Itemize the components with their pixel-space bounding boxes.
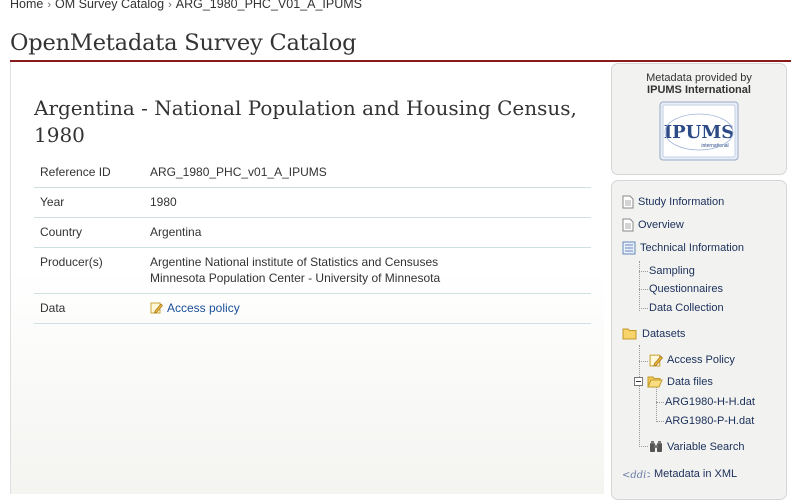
breadcrumb-home[interactable]: Home bbox=[10, 0, 44, 11]
nav-metadata-xml[interactable]: <ddi> Metadata in XML bbox=[622, 468, 737, 480]
tree-line bbox=[639, 261, 640, 311]
header-divider bbox=[10, 60, 791, 62]
collapse-icon[interactable] bbox=[634, 377, 643, 386]
tree-line bbox=[656, 387, 657, 422]
study-info-table: Reference ID ARG_1980_PHC_v01_A_IPUMS Ye… bbox=[34, 158, 591, 324]
table-row: Reference ID ARG_1980_PHC_v01_A_IPUMS bbox=[34, 158, 591, 188]
xml-ddi-icon: <ddi> bbox=[622, 470, 650, 480]
provider-name[interactable]: IPUMS International bbox=[647, 84, 751, 96]
document-icon bbox=[622, 195, 634, 209]
year-label: Year bbox=[34, 187, 144, 218]
logo-text: IPUMS bbox=[664, 122, 735, 143]
access-policy-icon bbox=[150, 302, 163, 314]
nav-label: Data files bbox=[667, 375, 713, 388]
nav-label: ARG1980-H-H.dat bbox=[665, 396, 755, 408]
nav-label: Technical Information bbox=[640, 242, 744, 254]
country-label: Country bbox=[34, 217, 144, 248]
nav-file-p[interactable]: ARG1980-P-H.dat bbox=[665, 415, 754, 427]
producer-1: Argentine National institute of Statisti… bbox=[150, 255, 439, 269]
site-title[interactable]: OpenMetadata Survey Catalog bbox=[10, 30, 357, 56]
nav-sampling[interactable]: Sampling bbox=[649, 265, 695, 277]
nav-technical-information[interactable]: Technical Information bbox=[622, 241, 744, 255]
access-policy-icon bbox=[649, 354, 663, 367]
nav-label: Datasets bbox=[642, 327, 686, 340]
data-label: Data bbox=[34, 293, 144, 324]
nav-label: ARG1980-P-H.dat bbox=[665, 415, 755, 427]
year-value: 1980 bbox=[144, 187, 591, 218]
producers-value: Argentine National institute of Statisti… bbox=[144, 247, 591, 294]
nav-label: Variable Search bbox=[667, 440, 745, 453]
nav-file-h[interactable]: ARG1980-H-H.dat bbox=[665, 396, 755, 408]
nav-data-files[interactable]: Data files bbox=[634, 375, 713, 388]
document-icon bbox=[622, 218, 634, 232]
table-row: Year 1980 bbox=[34, 187, 591, 218]
ipums-logo[interactable]: IPUMS international bbox=[659, 101, 739, 161]
svg-text:<ddi>: <ddi> bbox=[622, 470, 650, 480]
nav-label: Study Information bbox=[638, 196, 725, 208]
folder-icon bbox=[622, 328, 637, 340]
breadcrumb-separator: › bbox=[168, 0, 172, 11]
nav-label: Metadata in XML bbox=[654, 468, 738, 480]
tree-line bbox=[639, 289, 648, 290]
tree-line bbox=[656, 421, 664, 422]
nav-label: Data Collection bbox=[649, 302, 724, 314]
nav-datasets[interactable]: Datasets bbox=[622, 327, 685, 340]
nav-questionnaires[interactable]: Questionnaires bbox=[649, 283, 723, 295]
binoculars-icon bbox=[650, 441, 662, 452]
nav-access-policy[interactable]: Access Policy bbox=[649, 353, 735, 367]
table-row: Producer(s) Argentine National institute… bbox=[34, 247, 591, 294]
nav-label: Sampling bbox=[649, 265, 695, 277]
tree-line bbox=[639, 345, 640, 447]
breadcrumb-separator: › bbox=[47, 0, 52, 11]
nav-variable-search[interactable]: Variable Search bbox=[649, 440, 744, 453]
breadcrumb-catalog[interactable]: OM Survey Catalog bbox=[55, 0, 165, 11]
logo-subtext: international bbox=[701, 143, 728, 149]
technical-document-icon bbox=[622, 241, 636, 255]
nav-study-information[interactable]: Study Information bbox=[622, 195, 724, 209]
nav-data-collection[interactable]: Data Collection bbox=[649, 302, 724, 314]
nav-label: Questionnaires bbox=[649, 283, 723, 295]
nav-label: Access Policy bbox=[667, 354, 735, 366]
access-policy-link[interactable]: Access policy bbox=[167, 301, 240, 315]
tree-line bbox=[639, 271, 648, 272]
tree-line bbox=[639, 308, 648, 309]
study-navigation: Study Information Overview Technical Inf… bbox=[611, 180, 787, 500]
main-content: Argentina - National Population and Hous… bbox=[10, 62, 604, 494]
table-row: Country Argentina bbox=[34, 217, 591, 248]
page-title: Argentina - National Population and Hous… bbox=[34, 96, 577, 147]
country-value: Argentina bbox=[144, 217, 591, 248]
tree-line bbox=[656, 402, 664, 403]
open-folder-icon bbox=[647, 376, 663, 388]
nav-label: Overview bbox=[638, 219, 684, 231]
metadata-provider-box: Metadata provided by IPUMS International… bbox=[611, 63, 787, 175]
data-value: Access policy bbox=[144, 293, 591, 324]
tree-line bbox=[639, 446, 648, 447]
reference-id-value: ARG_1980_PHC_v01_A_IPUMS bbox=[144, 158, 591, 188]
reference-id-label: Reference ID bbox=[34, 158, 144, 188]
nav-overview[interactable]: Overview bbox=[622, 218, 684, 232]
producers-label: Producer(s) bbox=[34, 247, 144, 294]
provider-caption: Metadata provided by bbox=[646, 72, 752, 84]
breadcrumb-current: ARG_1980_PHC_V01_A_IPUMS bbox=[175, 0, 362, 11]
table-row: Data Access policy bbox=[34, 293, 591, 324]
tree-line bbox=[639, 361, 648, 362]
producer-2: Minnesota Population Center - University… bbox=[150, 271, 441, 285]
breadcrumb: Home › OM Survey Catalog › ARG_1980_PHC_V01_… bbox=[10, 0, 362, 11]
